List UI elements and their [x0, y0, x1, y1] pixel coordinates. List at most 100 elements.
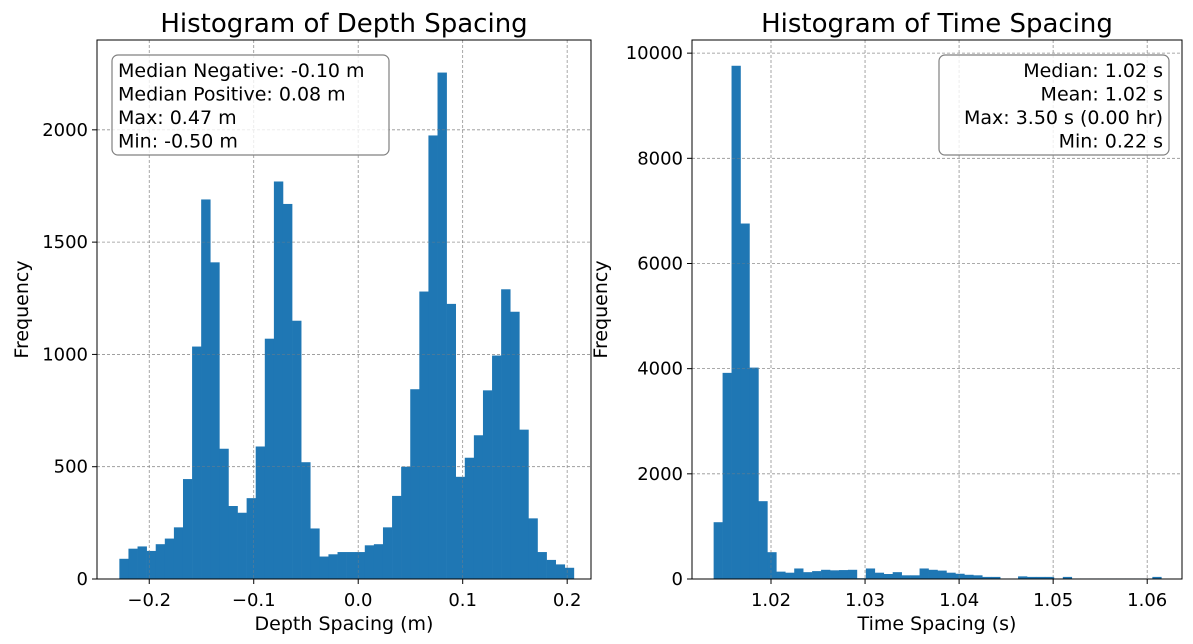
- y-tick-label: 4000: [637, 359, 683, 380]
- histogram-bar: [164, 538, 175, 579]
- histogram-bar: [237, 512, 247, 579]
- histogram-bar: [973, 575, 983, 579]
- histogram-bar: [713, 522, 723, 579]
- x-tick-label: −0.1: [232, 590, 276, 611]
- histogram-bar: [119, 558, 129, 579]
- histogram-bar: [410, 389, 420, 579]
- stats-annotation-box: [111, 54, 390, 156]
- histogram-bar: [464, 457, 475, 579]
- x-tick-label: 1.04: [939, 590, 979, 611]
- chart-title: Histogram of Time Spacing: [761, 9, 1113, 39]
- histogram-bar: [273, 181, 284, 580]
- x-tick-label: 0.2: [553, 590, 582, 611]
- x-axis-label: Time Spacing (s): [857, 613, 1017, 635]
- histogram-bar: [874, 572, 885, 579]
- histogram-bar: [401, 466, 411, 579]
- histogram-bar: [794, 568, 804, 579]
- y-tick-label: 6000: [637, 253, 683, 274]
- histogram-bar: [546, 559, 556, 579]
- depth-spacing-histogram: −0.2 −0.1 0.0 0.1 0.2 0 500 1000 1500 2000 Histogr…: [11, 9, 592, 635]
- histogram-bar: [128, 548, 138, 579]
- histogram-bar: [758, 501, 768, 579]
- histogram-bar: [919, 568, 929, 579]
- histogram-bar: [146, 550, 157, 579]
- stats-annotation-line: Max: 3.50 s (0.00 hr): [964, 107, 1163, 129]
- histogram-bar: [749, 367, 759, 579]
- histogram-bar: [991, 576, 1001, 579]
- y-tick-label: 0: [672, 569, 683, 590]
- histogram-bar: [428, 135, 438, 579]
- histogram-bar: [519, 429, 529, 579]
- histogram-bar: [355, 552, 366, 579]
- histogram-bar: [865, 568, 876, 579]
- histogram-bar: [964, 574, 974, 579]
- x-tick-label: 1.06: [1127, 590, 1167, 611]
- histogram-bar: [955, 573, 965, 579]
- histogram-bar: [1018, 576, 1028, 579]
- y-tick-label: 0: [77, 569, 88, 590]
- histogram-bar: [173, 527, 184, 579]
- histogram-bar: [910, 575, 920, 579]
- histogram-bar: [419, 291, 429, 579]
- axes-frame: [691, 39, 1183, 580]
- histogram-bar: [346, 552, 357, 579]
- x-tick-label: 1.05: [1033, 590, 1073, 611]
- stats-annotation-line: Min: 0.22 s: [1059, 131, 1163, 153]
- histogram-bar: [437, 72, 447, 580]
- histogram-bar: [246, 498, 257, 579]
- histogram-bar: [473, 435, 484, 579]
- histogram-bar: [310, 528, 320, 579]
- histogram-bar: [847, 569, 858, 579]
- y-tick-label: 2000: [42, 120, 88, 141]
- histogram-bar: [767, 552, 777, 579]
- stats-annotation-line: Mean: 1.02 s: [1041, 84, 1163, 106]
- y-axis-label: Frequency: [11, 260, 33, 358]
- histogram-bar: [528, 518, 538, 579]
- stats-annotation-line: Max: 0.47 m: [118, 107, 237, 129]
- y-axis-label: Frequency: [590, 260, 612, 358]
- stats-annotation-box: [938, 54, 1170, 156]
- histogram-bar: [555, 564, 566, 579]
- stats-annotation-line: Min: -0.50 m: [118, 131, 238, 153]
- histogram-bar: [373, 544, 384, 579]
- y-tick-label: 8000: [637, 148, 683, 169]
- axes-frame: [96, 39, 592, 580]
- x-tick-label: 0.1: [448, 590, 477, 611]
- histogram-bar: [740, 223, 750, 579]
- histogram-bar: [492, 355, 502, 579]
- histogram-bar: [219, 448, 229, 579]
- histogram-bar: [722, 372, 732, 579]
- histogram-bar: [255, 446, 266, 579]
- histogram-bar: [928, 569, 938, 579]
- histogram-bar: [192, 346, 202, 579]
- histogram-bar: [382, 527, 393, 579]
- histogram-bar: [1062, 576, 1073, 579]
- x-tick-label: 0.0: [344, 590, 373, 611]
- histogram-bar: [137, 546, 147, 579]
- y-tick-label: 2000: [637, 464, 683, 485]
- stats-annotation-line: Median Negative: -0.10 m: [118, 60, 365, 82]
- histogram-bar: [328, 554, 338, 579]
- histogram-bar: [821, 569, 831, 579]
- histogram-bar: [210, 262, 220, 579]
- histogram-bar: [537, 552, 547, 579]
- histogram-bar: [776, 571, 786, 579]
- histogram-bar: [883, 574, 894, 579]
- y-tick-label: 500: [54, 457, 88, 478]
- x-tick-label: 1.03: [845, 590, 885, 611]
- stats-annotation-line: Median Positive: 0.08 m: [118, 84, 346, 106]
- histogram-bar: [364, 545, 375, 579]
- histogram-bar: [228, 506, 238, 579]
- histogram-bar: [838, 570, 849, 579]
- histogram-bar: [182, 479, 193, 579]
- histogram-bar: [292, 320, 302, 579]
- histogram-bar: [901, 575, 911, 579]
- histogram-bar: [1044, 576, 1055, 579]
- histogram-bar: [482, 390, 493, 579]
- histogram-bar: [564, 567, 575, 579]
- histogram-bar: [1035, 576, 1046, 579]
- histogram-bar: [785, 572, 795, 579]
- histogram-bar: [201, 199, 211, 579]
- y-tick-label: 10000: [626, 43, 683, 64]
